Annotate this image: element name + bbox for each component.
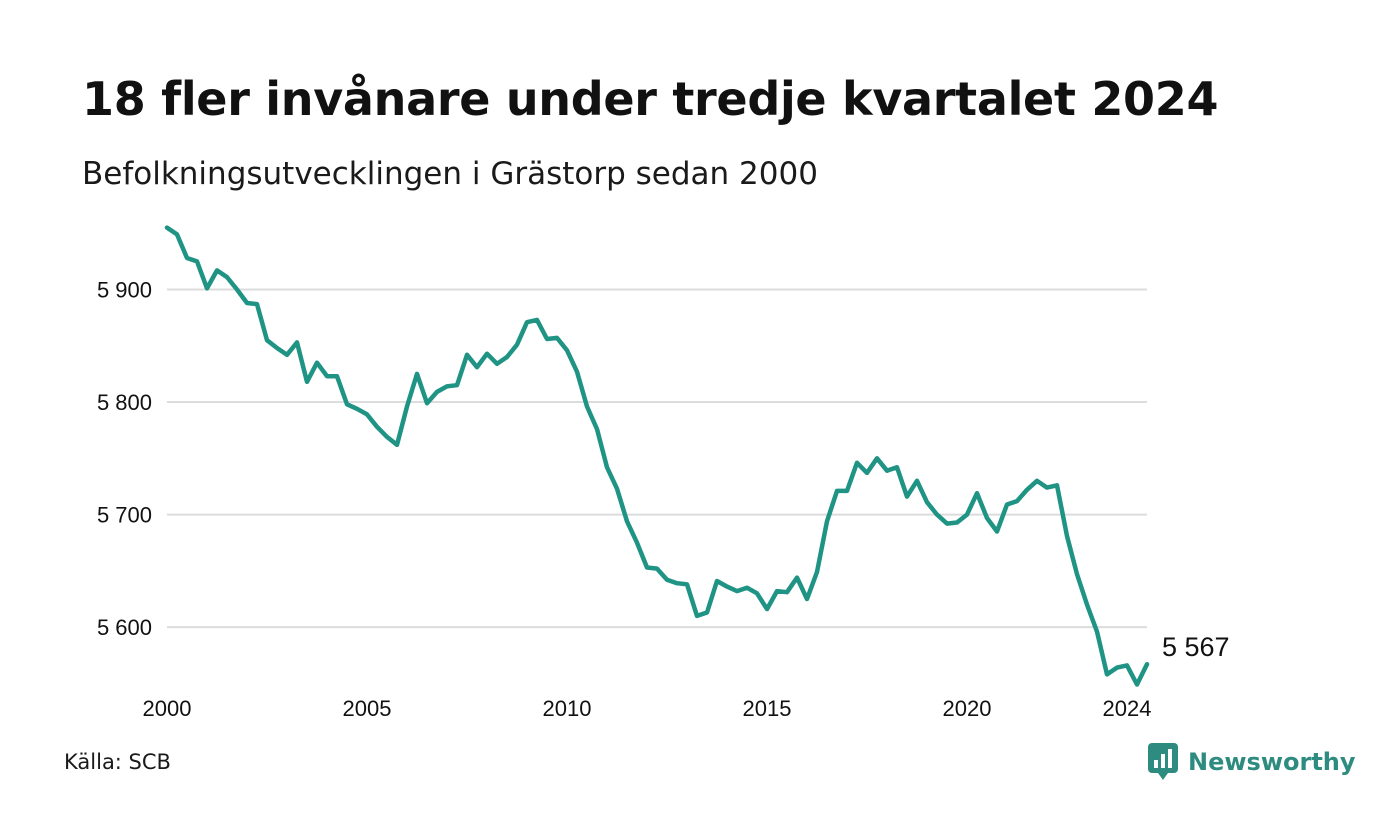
- series-line: [164, 225, 1150, 687]
- x-tick-label: 2015: [743, 696, 792, 721]
- source-note: Källa: SCB: [64, 750, 171, 774]
- x-tick-label: 2020: [943, 696, 992, 721]
- x-tick-label: 2024: [1103, 696, 1152, 721]
- brand-name: Newsworthy: [1188, 748, 1356, 776]
- y-tick-label: 5 800: [97, 390, 152, 415]
- bar-chart-speech-bubble-icon: [1148, 743, 1178, 780]
- data-points: [165, 226, 1149, 687]
- y-tick-label: 5 900: [97, 278, 152, 303]
- x-tick-label: 2000: [143, 696, 192, 721]
- y-tick-label: 5 700: [97, 503, 152, 528]
- chart-title: 18 fler invånare under tredje kvartalet …: [82, 72, 1219, 126]
- line-chart: 5 600 5 700 5 800 5 900 2000 2005 2010 2015 202…: [97, 225, 1230, 721]
- chart-subtitle: Befolkningsutvecklingen i Grästorp sedan…: [82, 156, 818, 192]
- x-tick-label: 2005: [343, 696, 392, 721]
- brand-logo: Newsworthy: [1148, 742, 1356, 782]
- y-axis-tick-labels: 5 600 5 700 5 800 5 900: [97, 278, 152, 641]
- x-axis-tick-labels: 2000 2005 2010 2015 2020 2024: [143, 696, 1152, 721]
- gridlines: [167, 288, 1147, 629]
- y-tick-label: 5 600: [97, 615, 152, 640]
- data-series: [164, 225, 1150, 687]
- last-value-label: 5 567: [1162, 632, 1230, 662]
- x-tick-label: 2010: [543, 696, 592, 721]
